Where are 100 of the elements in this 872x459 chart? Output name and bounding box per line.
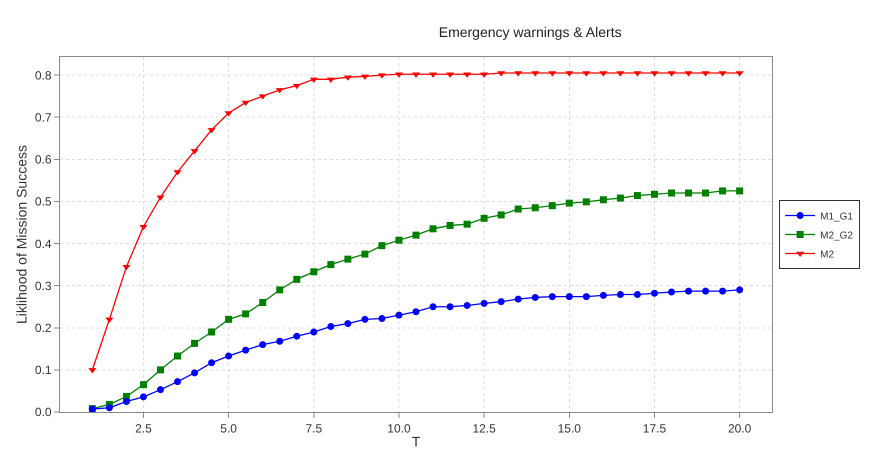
point — [566, 200, 573, 207]
point — [293, 332, 300, 340]
point — [514, 206, 522, 213]
point — [480, 214, 488, 222]
point — [140, 393, 147, 400]
point — [702, 288, 710, 295]
point — [293, 276, 300, 283]
point — [582, 293, 590, 300]
point — [242, 346, 250, 354]
point — [344, 320, 352, 328]
point — [600, 292, 607, 299]
point — [634, 192, 641, 200]
point — [276, 286, 284, 294]
point — [122, 264, 130, 270]
point — [259, 341, 266, 348]
y-tick-label: 0.1 — [34, 363, 52, 378]
point — [668, 288, 675, 296]
point — [344, 256, 352, 263]
point — [566, 293, 573, 300]
point — [412, 232, 420, 239]
point — [412, 308, 420, 316]
point — [634, 291, 641, 298]
point — [464, 220, 471, 228]
point — [736, 286, 744, 294]
point — [361, 316, 368, 323]
x-tick-label: 17.5 — [642, 421, 666, 436]
x-tick-label: 10.0 — [387, 421, 411, 436]
x-tick-label: 20.0 — [728, 421, 752, 436]
point — [378, 73, 386, 79]
point — [327, 261, 334, 268]
point — [616, 194, 624, 202]
point — [225, 352, 232, 360]
point — [395, 236, 402, 244]
point — [292, 84, 301, 90]
point — [514, 296, 522, 303]
x-tick-label: 2.5 — [135, 421, 152, 436]
point — [310, 328, 318, 336]
point — [327, 323, 334, 330]
x-tick-label: 7.5 — [305, 421, 322, 436]
point — [668, 190, 675, 197]
point — [650, 290, 658, 297]
x-axis-title: T — [412, 434, 421, 450]
point — [616, 291, 624, 298]
y-tick-label: 0.6 — [34, 152, 52, 167]
x-tick-label: 12.5 — [472, 421, 496, 436]
point — [395, 312, 402, 319]
point — [106, 404, 113, 412]
point — [208, 328, 216, 336]
point — [242, 310, 250, 318]
point — [532, 204, 539, 212]
legend-label: M2 — [820, 249, 834, 260]
legend-label: M2_G2 — [820, 230, 854, 242]
point — [157, 386, 164, 394]
y-tick-label: 0.3 — [34, 278, 52, 293]
point — [258, 94, 267, 100]
point — [446, 303, 454, 310]
y-tick-label: 0.4 — [34, 236, 52, 251]
point — [174, 378, 182, 386]
point — [224, 111, 233, 117]
point — [736, 187, 744, 194]
y-tick-label: 0.5 — [34, 194, 52, 209]
y-axis-title: Liklihood of Mission Success — [14, 145, 30, 324]
point — [140, 381, 147, 388]
point — [498, 298, 505, 306]
point — [582, 198, 590, 206]
point — [548, 202, 556, 210]
point — [430, 303, 437, 310]
point — [276, 338, 284, 345]
point — [310, 268, 318, 276]
point — [430, 225, 437, 232]
x-tick-label: 5.0 — [220, 421, 238, 436]
point — [122, 398, 130, 405]
point — [464, 302, 471, 309]
point — [480, 300, 488, 307]
point — [139, 224, 148, 230]
point — [208, 359, 216, 366]
point — [650, 190, 658, 198]
point — [685, 288, 692, 295]
point — [532, 294, 539, 301]
point — [685, 190, 692, 197]
point — [378, 315, 386, 322]
point — [191, 369, 198, 376]
y-tick-label: 0.2 — [34, 320, 52, 335]
point — [378, 242, 386, 250]
point — [344, 75, 352, 81]
point — [157, 366, 164, 374]
point — [498, 211, 505, 218]
point — [259, 299, 266, 306]
point — [446, 222, 454, 229]
y-tick-label: 0.0 — [34, 405, 52, 420]
point — [191, 340, 198, 347]
point — [361, 250, 368, 258]
point — [600, 196, 607, 204]
point — [702, 190, 710, 197]
chart-title: Emergency warnings & Alerts — [438, 24, 622, 40]
point — [225, 316, 232, 323]
point — [719, 288, 726, 295]
point — [174, 352, 182, 360]
point — [548, 293, 556, 300]
y-tick-label: 0.8 — [34, 68, 52, 82]
